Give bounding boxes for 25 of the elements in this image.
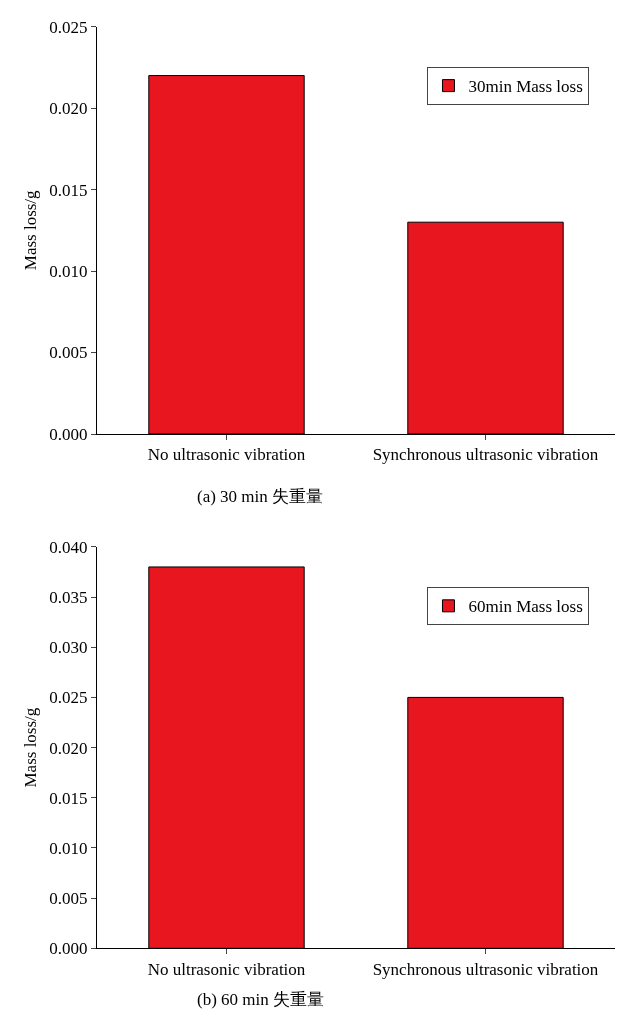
y-tick-label: 0.015 [49, 788, 88, 808]
legend-label: 30min Mass loss [468, 77, 583, 97]
y-tick-label: 0.015 [49, 180, 88, 200]
x-tick-label: No ultrasonic vibration [147, 445, 306, 465]
y-tick-label: 0.025 [49, 688, 88, 708]
x-tick-label: No ultrasonic vibration [147, 959, 306, 979]
y-tick-label: 0.025 [49, 17, 88, 37]
y-tick-label: 0.005 [49, 889, 88, 909]
x-tick-label: Synchronous ultrasonic vibration [372, 445, 599, 465]
y-tick-label: 0.005 [49, 343, 88, 363]
y-axis-title: Mass loss/g [20, 189, 40, 271]
y-tick-label: 0.040 [49, 537, 88, 557]
y-tick-label: 0.010 [49, 838, 88, 858]
y-axis-title: Mass loss/g [20, 707, 40, 788]
y-tick-label: 0.030 [49, 638, 88, 658]
text: (a) 30 min 失重量 [197, 487, 324, 506]
x-tick-label: Synchronous ultrasonic vibration [372, 959, 599, 979]
y-tick-label: 0.010 [49, 262, 88, 282]
y-tick-label: 0.020 [49, 99, 88, 119]
y-tick-label: 0.000 [49, 424, 88, 444]
y-tick-label: 0.020 [49, 738, 88, 758]
y-tick-label: 0.000 [49, 939, 88, 959]
legend-label: 60min Mass loss [468, 597, 583, 617]
text: (b) 60 min 失重量 [197, 990, 325, 1009]
y-tick-label: 0.035 [49, 588, 88, 608]
